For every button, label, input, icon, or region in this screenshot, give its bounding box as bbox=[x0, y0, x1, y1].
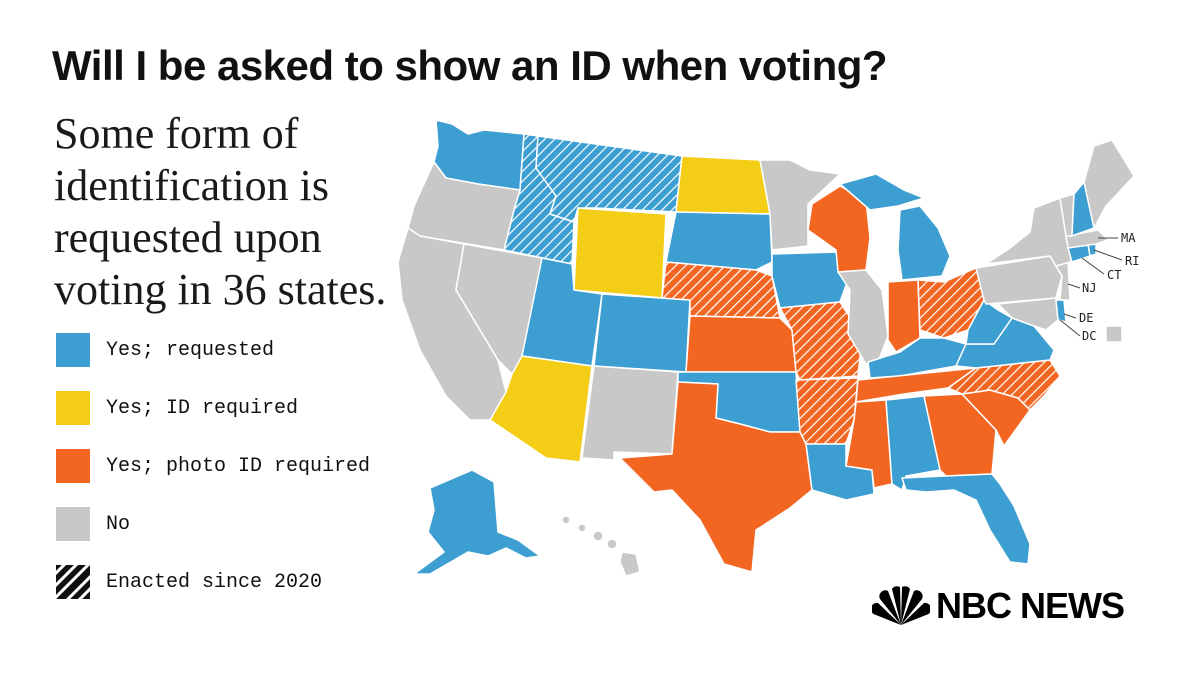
state-indiana bbox=[887, 279, 921, 353]
chart-title: Will I be asked to show an ID when votin… bbox=[52, 42, 888, 89]
state-maine bbox=[1083, 139, 1135, 229]
state-west-virginia bbox=[965, 299, 1013, 345]
nbc-news-logo: NBC NEWS bbox=[872, 585, 1125, 627]
legend-label: No bbox=[106, 512, 131, 536]
legend-swatch-id-required bbox=[56, 391, 90, 425]
state-wyoming bbox=[573, 207, 667, 299]
label-ct: CT bbox=[1107, 268, 1121, 282]
chart-subtitle: Some form of identification is requested… bbox=[54, 109, 387, 314]
state-arizona bbox=[489, 355, 593, 463]
label-ri: RI bbox=[1125, 254, 1139, 268]
legend-label: Enacted since 2020 bbox=[106, 570, 323, 594]
callout-lines bbox=[1059, 237, 1123, 337]
legend-item-id-required: Yes; ID required bbox=[56, 390, 416, 426]
peacock-icon bbox=[872, 586, 930, 625]
state-missouri bbox=[779, 301, 863, 381]
state-hawaii bbox=[561, 515, 641, 577]
legend-label: Yes; ID required bbox=[106, 396, 299, 420]
legend-swatch-photo-id-required bbox=[56, 449, 90, 483]
state-north-dakota bbox=[675, 155, 771, 215]
legend-swatch-requested bbox=[56, 333, 90, 367]
logo-text: NBC NEWS bbox=[936, 585, 1125, 626]
legend-item-requested: Yes; requested bbox=[56, 332, 416, 368]
state-south-dakota bbox=[665, 211, 773, 271]
state-arkansas bbox=[795, 377, 859, 445]
legend-item-photo-id-required: Yes; photo ID required bbox=[56, 448, 416, 484]
legend-swatch-hatched bbox=[56, 565, 90, 599]
label-ma: MA bbox=[1121, 231, 1136, 245]
state-florida bbox=[901, 473, 1031, 565]
state-delaware bbox=[1055, 299, 1067, 323]
legend-item-no: No bbox=[56, 506, 416, 542]
legend-label: Yes; photo ID required bbox=[106, 454, 371, 478]
state-montana bbox=[535, 135, 683, 223]
state-alaska bbox=[413, 469, 541, 575]
state-minnesota bbox=[759, 159, 841, 251]
label-dc: DC bbox=[1082, 329, 1096, 343]
legend-label: Yes; requested bbox=[106, 338, 275, 362]
state-texas bbox=[619, 381, 813, 573]
us-map: MA RI CT NJ DE DC bbox=[397, 119, 1139, 577]
state-dc bbox=[1105, 325, 1123, 343]
state-maryland bbox=[997, 297, 1059, 331]
state-michigan bbox=[897, 205, 951, 281]
state-michigan-upper bbox=[839, 173, 925, 211]
state-new-mexico bbox=[581, 365, 679, 461]
state-colorado bbox=[593, 293, 691, 373]
label-de: DE bbox=[1079, 311, 1093, 325]
legend-swatch-no bbox=[56, 507, 90, 541]
legend-item-hatched: Enacted since 2020 bbox=[56, 564, 416, 600]
label-nj: NJ bbox=[1082, 281, 1096, 295]
state-kansas bbox=[685, 315, 797, 373]
